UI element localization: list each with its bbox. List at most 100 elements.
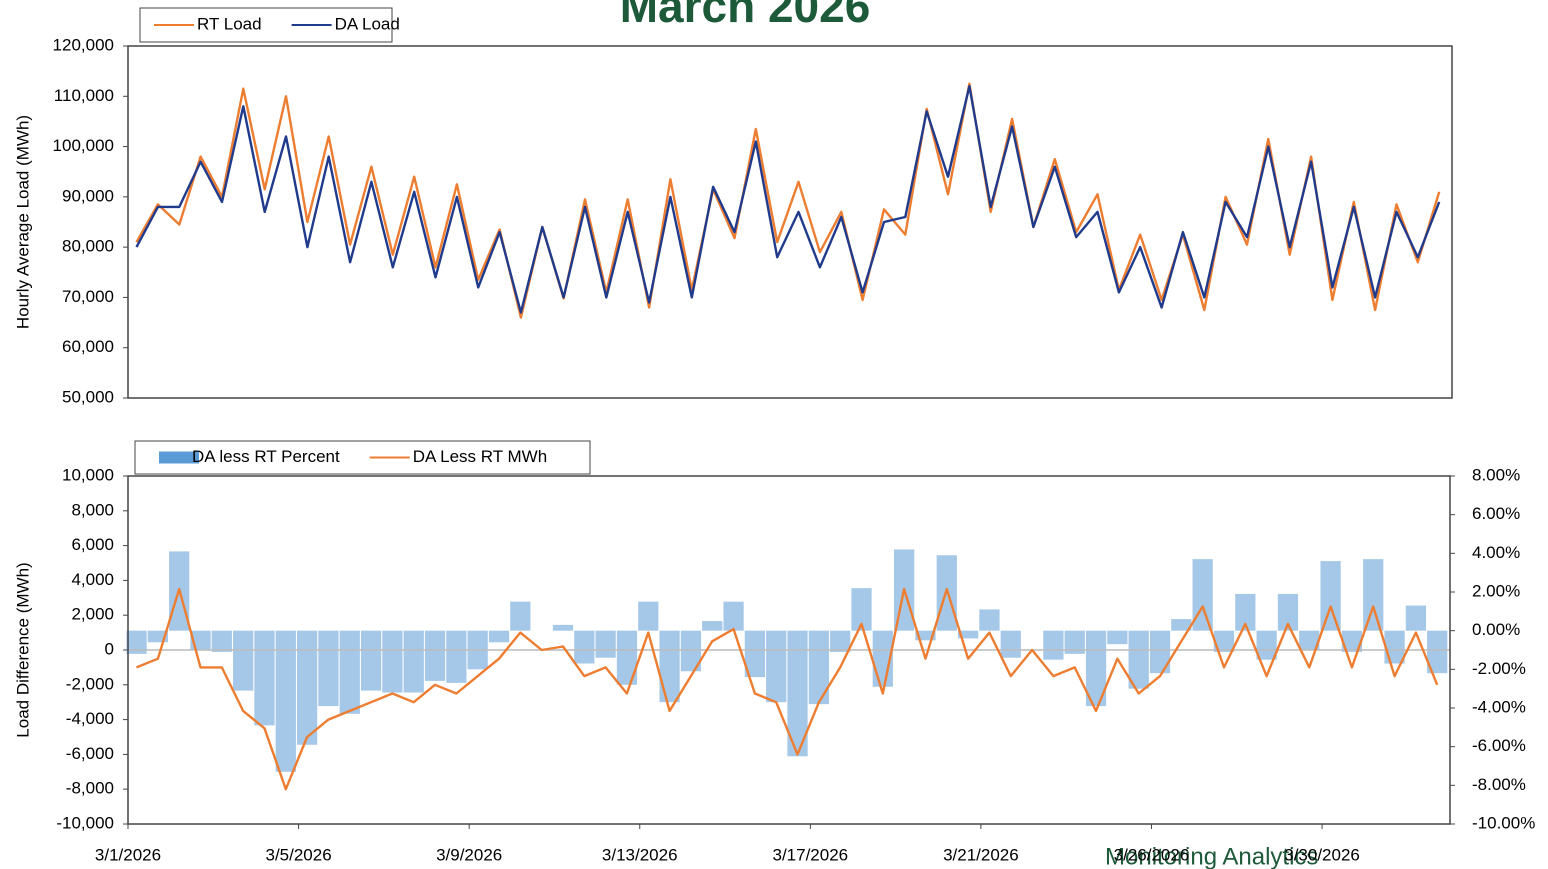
y2-tick-label: -10.00% [1472,813,1535,832]
bar [595,630,616,658]
bar [1320,561,1341,631]
y2-tick-label: 6.00% [1472,504,1520,523]
y-tick-label: -6,000 [66,744,114,763]
bar [1107,630,1128,645]
bar [957,630,979,639]
y2-tick-label: 2.00% [1472,581,1520,600]
x-tick-label: 3/1/2026 [95,845,161,864]
bar [403,630,424,693]
bar [1128,630,1149,689]
bar [979,609,1000,631]
bar [296,630,318,745]
bar [318,630,339,707]
y2-tick-label: 8.00% [1472,465,1520,484]
bar [510,601,531,631]
x-tick-label: 3/13/2026 [602,845,678,864]
y-tick-label: 120,000 [53,35,114,54]
bar [275,630,296,772]
bar [830,630,851,652]
bar [723,601,744,631]
y-tick-label: 60,000 [62,337,114,356]
bar [1384,630,1405,664]
bar [574,630,595,664]
bar [702,621,723,631]
bar [211,630,232,652]
bar [638,601,659,631]
plot-frame [127,45,1453,399]
y-tick-label: -4,000 [66,709,114,728]
y-tick-label: 0 [105,639,114,658]
bar [1149,630,1171,674]
bar [360,630,382,691]
y-tick-label: -8,000 [66,779,114,798]
y2-tick-label: -6.00% [1472,736,1526,755]
y-tick-label: -10,000 [56,813,114,832]
bar [616,630,638,685]
page-title: March 2026 [620,0,871,32]
y2-tick-label: -8.00% [1472,775,1526,794]
y-tick-label: 10,000 [62,465,114,484]
line [135,85,1441,314]
y-tick-label: 4,000 [71,570,114,589]
y2-tick-label: -2.00% [1472,659,1526,678]
bar [552,624,574,631]
y-tick-label: 90,000 [62,186,114,205]
bar [1235,593,1256,631]
bar [1256,630,1277,660]
y-axis-label: Hourly Average Load (MWh) [13,115,32,329]
y2-tick-label: 0.00% [1472,620,1520,639]
legend-label: DA Load [335,14,400,33]
bar [744,630,766,678]
y-tick-label: 6,000 [71,535,114,554]
bar [1043,630,1064,660]
bar [766,630,787,703]
bar [1064,630,1085,654]
bar [446,630,467,683]
bar [1363,559,1384,631]
bar [851,588,872,631]
y-tick-label: 80,000 [62,237,114,256]
bar [1299,630,1320,650]
bar [680,630,702,672]
x-tick-label: 3/17/2026 [773,845,849,864]
bar [1171,619,1192,631]
bar [915,630,936,641]
bar [1405,605,1427,631]
y-tick-label: 8,000 [71,500,114,519]
bar [147,630,168,643]
bar [659,630,680,703]
x-tick-label: 3/26/2026 [1114,845,1190,864]
plot-frame [127,475,1451,825]
bar [1341,630,1363,652]
bar [787,630,808,757]
bar [126,630,147,654]
legend-label: RT Load [197,14,262,33]
bar [233,630,254,691]
x-tick-label: 3/21/2026 [943,845,1019,864]
bar [808,630,829,705]
y-tick-label: -2,000 [66,674,114,693]
line [135,82,1441,319]
legend-label: DA less RT Percent [192,447,340,466]
bar [424,630,446,681]
bar [339,630,360,714]
x-tick-label: 3/5/2026 [265,845,331,864]
x-tick-label: 3/30/2026 [1284,845,1360,864]
bar [254,630,275,726]
line [136,587,1439,791]
bar [1427,630,1448,674]
bar [382,630,403,693]
y2-tick-label: 4.00% [1472,543,1520,562]
bar [1277,593,1299,631]
y-tick-label: 110,000 [54,86,114,105]
legend-swatch [159,451,199,464]
bar [1000,630,1021,658]
logo-text: Monitoring Analytics [1105,843,1318,869]
bar [488,630,510,643]
y-tick-label: 50,000 [62,387,114,406]
legend-label: DA Less RT MWh [413,447,547,466]
x-tick-label: 3/9/2026 [436,845,502,864]
legend-box [134,440,591,475]
y-tick-label: 100,000 [53,136,114,155]
